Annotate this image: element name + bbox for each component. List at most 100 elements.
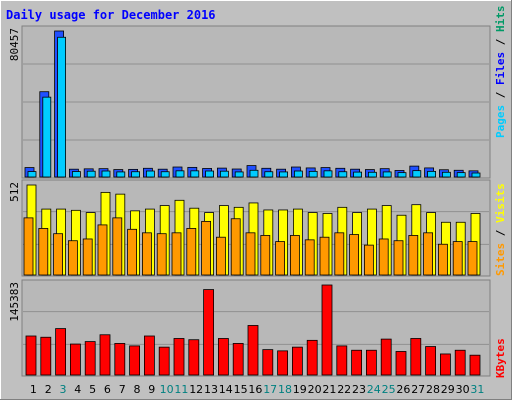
sites-bar-8 [127, 228, 137, 276]
x-tick-label-22: 22 [337, 383, 351, 396]
files-bar-13 [205, 170, 215, 178]
sites-bar-2 [38, 228, 49, 276]
x-tick-label-31: 31 [470, 383, 484, 396]
kbytes-bar-13 [203, 289, 215, 376]
kbytes-bar-12 [188, 339, 200, 376]
sites-bar-1 [23, 217, 34, 276]
x-tick-label-28: 28 [426, 383, 440, 396]
sites-bar-14 [215, 236, 226, 276]
kbytes-bar-15 [232, 343, 244, 376]
legend-mid: Sites / Visits [494, 183, 507, 276]
files-bar-10 [160, 171, 170, 178]
legend-entry-hits: Hits [494, 6, 507, 33]
sites-bar-12 [186, 228, 197, 276]
sites-bar-5 [82, 238, 93, 276]
kbytes-bar-18 [277, 350, 289, 376]
sites-bar-9 [141, 232, 152, 276]
kbytes-bar-14 [217, 338, 229, 376]
files-bar-27 [412, 170, 422, 178]
legend-separator-mid-1: / [494, 223, 507, 243]
x-tick-label-13: 13 [204, 383, 218, 396]
x-tick-label-3: 3 [60, 383, 67, 396]
files-bar-17 [264, 171, 274, 178]
chart-title: Daily usage for December 2016 [6, 8, 216, 22]
kbytes-bar-25 [380, 338, 392, 376]
kbytes-bar-9 [143, 335, 155, 376]
files-bar-31 [471, 172, 481, 178]
kbytes-bar-5 [84, 341, 96, 376]
x-tick-label-30: 30 [456, 383, 470, 396]
x-tick-label-15: 15 [234, 383, 248, 396]
kbytes-bar-6 [99, 334, 111, 376]
sites-bar-15 [230, 218, 241, 276]
files-bar-9 [145, 170, 155, 178]
y-max-label-top: 80457 [8, 28, 21, 61]
x-tick-label-29: 29 [441, 383, 455, 396]
sites-bar-7 [112, 217, 123, 276]
kbytes-bar-11 [173, 338, 185, 376]
sites-bar-28 [423, 232, 434, 276]
kbytes-bar-2 [40, 336, 52, 376]
sites-bar-22 [334, 232, 345, 276]
y-max-label-bot: 145383 [8, 282, 21, 322]
files-bar-7 [116, 171, 126, 178]
x-tick-label-16: 16 [248, 383, 262, 396]
x-tick-label-1: 1 [30, 383, 37, 396]
x-tick-label-2: 2 [45, 383, 52, 396]
files-bar-29 [441, 171, 451, 178]
kbytes-bar-17 [262, 349, 274, 376]
legend-separator-top-1: / [494, 85, 507, 105]
x-tick-label-19: 19 [293, 383, 307, 396]
files-bar-4 [72, 171, 81, 178]
files-bar-22 [338, 171, 348, 178]
files-bar-1 [27, 171, 37, 178]
legend-bot: KBytes [494, 338, 507, 378]
sites-bar-21 [319, 236, 330, 276]
kbytes-bar-21 [321, 284, 333, 376]
legend-entry-pages: Pages [494, 105, 507, 138]
sites-bar-19 [289, 235, 300, 276]
kbytes-bar-4 [70, 343, 81, 376]
x-tick-label-23: 23 [352, 383, 366, 396]
sites-bar-3 [53, 233, 63, 276]
legend-separator-top-2: / [494, 32, 507, 52]
x-tick-label-26: 26 [396, 383, 410, 396]
sites-bar-10 [156, 233, 167, 276]
kbytes-bar-20 [306, 339, 318, 376]
x-tick-label-12: 12 [189, 383, 203, 396]
sites-bar-11 [171, 232, 182, 276]
files-bar-25 [382, 171, 392, 178]
sites-bar-20 [304, 239, 315, 276]
files-bar-6 [101, 170, 111, 178]
legend-top: Pages / Files / Hits [494, 6, 507, 139]
sites-bar-29 [437, 243, 448, 276]
x-tick-label-5: 5 [89, 383, 96, 396]
files-bar-14 [219, 170, 229, 178]
x-tick-label-7: 7 [119, 383, 126, 396]
sites-bar-13 [201, 220, 212, 276]
kbytes-bar-24 [365, 349, 377, 376]
kbytes-bar-23 [351, 349, 363, 376]
x-tick-label-24: 24 [367, 383, 381, 396]
sites-bar-25 [378, 238, 389, 276]
x-tick-label-8: 8 [134, 383, 141, 396]
y-max-label-mid: 512 [8, 182, 21, 202]
kbytes-bar-26 [395, 351, 407, 376]
sites-bar-17 [260, 235, 271, 276]
files-bar-28 [427, 170, 437, 178]
sites-bar-30 [452, 241, 463, 276]
x-tick-label-21: 21 [322, 383, 336, 396]
files-bar-23 [353, 171, 363, 178]
files-bar-2 [42, 96, 52, 178]
x-tick-label-17: 17 [263, 383, 277, 396]
sites-bar-27 [408, 235, 419, 276]
kbytes-bar-16 [247, 325, 259, 376]
files-bar-16 [249, 169, 259, 178]
x-tick-label-6: 6 [104, 383, 111, 396]
kbytes-bar-8 [129, 345, 141, 376]
sites-bar-26 [393, 240, 404, 276]
x-tick-label-20: 20 [308, 383, 322, 396]
sites-bar-24 [363, 244, 374, 276]
files-bar-19 [293, 170, 303, 178]
